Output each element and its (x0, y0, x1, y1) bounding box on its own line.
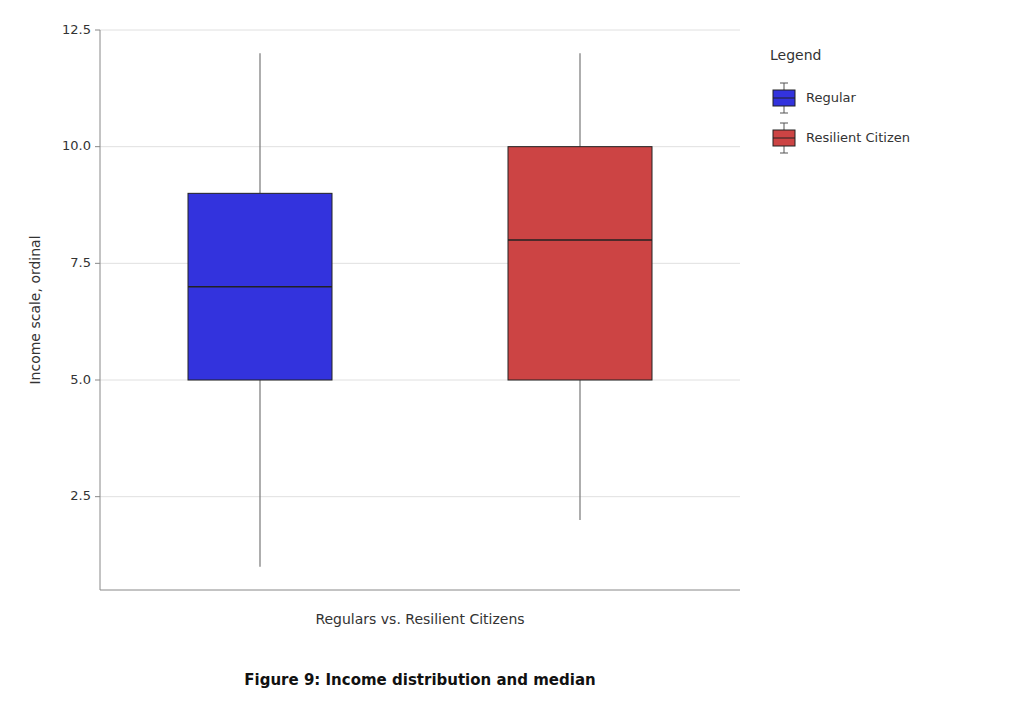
box-group (508, 53, 652, 520)
legend-cap (780, 153, 788, 154)
y-tick-label: 5.0 (70, 372, 91, 387)
legend-median (773, 138, 795, 139)
legend-swatch (773, 90, 795, 106)
y-tick-label: 10.0 (62, 138, 91, 153)
median-line (508, 239, 652, 241)
whisker-high (579, 53, 580, 146)
legend-cap (780, 113, 788, 114)
legend-icon (773, 83, 795, 113)
y-tick-label: 12.5 (62, 22, 91, 37)
legend-title: Legend (770, 47, 821, 63)
legend-cap (780, 123, 788, 124)
chart: 2.5 5.0 7.5 10.0 12.5 Income scale, ordinal Re… (0, 0, 1024, 713)
whisker-low (259, 380, 260, 567)
chart-container: 2.5 5.0 7.5 10.0 12.5 Income scale, ordinal Re… (0, 0, 1024, 713)
y-tick (95, 263, 100, 264)
title: Figure 9: Income distribution and median (244, 671, 595, 689)
y-axis-label: Income scale, ordinal (27, 235, 43, 384)
y-tick-label: 7.5 (70, 255, 91, 270)
median-line (188, 286, 332, 288)
boxes (188, 53, 652, 566)
x-axis-label: Regulars vs. Resilient Citizens (315, 611, 524, 627)
box-group (188, 53, 332, 566)
legend-label: Resilient Citizen (806, 130, 910, 145)
y-tick (95, 496, 100, 497)
legend-median (773, 98, 795, 99)
grid-line (100, 496, 740, 497)
y-axis-line (100, 30, 101, 590)
legend-cap (780, 83, 788, 84)
legend: Legend Regular Resilient Citizen (770, 47, 910, 153)
y-tick (95, 30, 100, 31)
whisker-high (259, 53, 260, 193)
y-tick (95, 380, 100, 381)
y-tick-label: 2.5 (70, 488, 91, 503)
grid-line (100, 30, 740, 31)
box (508, 147, 652, 380)
legend-icon (773, 123, 795, 153)
box (188, 193, 332, 380)
whisker-low (579, 380, 580, 520)
grid (100, 30, 740, 497)
y-tick (95, 146, 100, 147)
y-axis: 2.5 5.0 7.5 10.0 12.5 (62, 22, 100, 591)
legend-label: Regular (806, 90, 857, 105)
legend-swatch (773, 130, 795, 146)
x-axis-line (100, 590, 740, 591)
